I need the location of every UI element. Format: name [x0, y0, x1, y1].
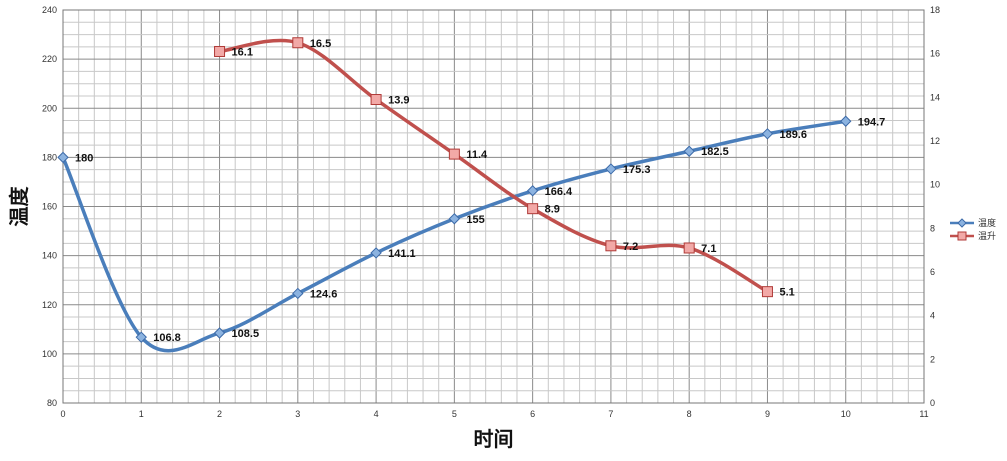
- y-tick-label: 220: [42, 54, 57, 64]
- x-tick-label: 9: [765, 409, 770, 419]
- y-tick-label: 80: [47, 398, 57, 408]
- data-label: 8.9: [545, 204, 560, 216]
- y-axis-title: 温度: [7, 186, 31, 227]
- x-tick-label: 1: [139, 409, 144, 419]
- data-point: [292, 37, 304, 49]
- data-point: [213, 327, 226, 339]
- data-point: [526, 185, 539, 197]
- legend-marker: [957, 218, 967, 228]
- x-tick-label: 3: [295, 409, 300, 419]
- y2-tick-label: 4: [930, 311, 935, 321]
- data-label: 7.2: [623, 241, 638, 253]
- y2-tick-label: 10: [930, 180, 940, 190]
- data-label: 16.5: [310, 38, 331, 50]
- data-label: 16.1: [232, 46, 253, 58]
- data-point: [370, 94, 382, 106]
- data-point: [135, 331, 147, 343]
- y-tick-label: 140: [42, 251, 57, 261]
- data-label: 155: [466, 214, 484, 226]
- y-tick-label: 100: [42, 349, 57, 359]
- data-point: [448, 213, 461, 225]
- data-label: 108.5: [232, 328, 260, 340]
- data-label: 189.6: [779, 129, 807, 141]
- data-label: 180: [75, 152, 93, 164]
- data-labels: 180 106.8 108.5 124.6 141.1 155 166.4 175.3 182.…: [75, 38, 885, 344]
- data-point: [57, 151, 69, 164]
- data-point: [683, 242, 695, 254]
- legend-marker: [957, 231, 967, 241]
- x-tick-label: 4: [374, 409, 379, 419]
- y2-tick-label: 12: [930, 136, 940, 146]
- data-label: 11.4: [466, 149, 488, 161]
- axes: 0 1 2 3 4 5 6 7 8 9 10 1180100120140160180200220240…: [42, 5, 940, 419]
- y-tick-label: 120: [42, 300, 57, 310]
- x-tick-label: 10: [841, 409, 851, 419]
- x-tick-label: 5: [452, 409, 457, 419]
- data-point: [605, 163, 617, 175]
- x-tick-label: 6: [530, 409, 535, 419]
- y2-tick-label: 18: [930, 5, 940, 15]
- series-line-2: [217, 38, 770, 294]
- x-tick-label: 0: [60, 409, 65, 419]
- x-tick-label: 8: [687, 409, 692, 419]
- data-point: [527, 203, 539, 215]
- data-point: [683, 145, 695, 157]
- y2-tick-label: 16: [930, 49, 940, 59]
- data-label: 182.5: [701, 146, 729, 158]
- data-point: [448, 148, 460, 160]
- data-label: 5.1: [779, 287, 794, 299]
- y2-tick-label: 0: [930, 398, 935, 408]
- x-tick-label: 2: [217, 409, 222, 419]
- data-label: 7.1: [701, 243, 716, 255]
- data-point: [761, 128, 774, 140]
- data-label: 141.1: [388, 248, 416, 260]
- data-point: [605, 240, 617, 252]
- y2-tick-label: 6: [930, 267, 935, 277]
- data-point: [214, 45, 226, 57]
- data-point: [840, 115, 852, 127]
- y2-tick-label: 8: [930, 223, 935, 233]
- data-point: [761, 286, 773, 298]
- legend-entry: 温度: [978, 217, 996, 229]
- y-tick-label: 200: [42, 103, 57, 113]
- data-point: [292, 287, 304, 300]
- y-tick-label: 180: [42, 152, 57, 162]
- data-label: 175.3: [623, 164, 651, 176]
- x-tick-label: 11: [919, 409, 928, 419]
- data-label: 13.9: [388, 95, 409, 107]
- data-label: 106.8: [153, 332, 181, 344]
- y2-tick-label: 14: [930, 92, 940, 102]
- data-label: 166.4: [545, 186, 573, 198]
- y-tick-label: 160: [42, 202, 57, 212]
- x-axis-title: 时间: [474, 427, 514, 451]
- y-tick-label: 240: [42, 5, 57, 15]
- x-tick-label: 7: [608, 409, 613, 419]
- data-label: 124.6: [310, 288, 338, 300]
- series: [57, 37, 852, 353]
- y2-tick-label: 2: [930, 354, 935, 364]
- plot-area-border: [62, 9, 925, 404]
- legend-entry: 温升: [978, 231, 996, 242]
- data-label: 194.7: [858, 116, 886, 128]
- data-point: [370, 247, 382, 259]
